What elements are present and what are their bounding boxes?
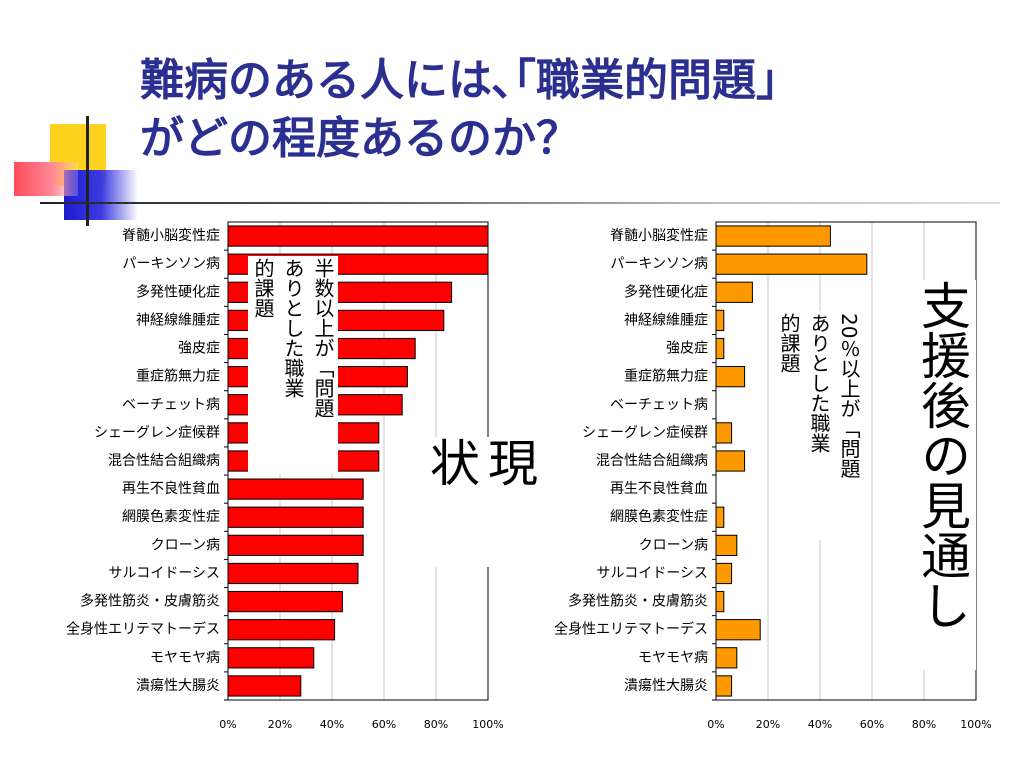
category-label: 網膜色素変性症 xyxy=(122,508,220,525)
category-label: 多発性筋炎・皮膚筋炎 xyxy=(568,593,708,610)
category-label: 強皮症 xyxy=(178,341,220,357)
category-label: 多発性硬化症 xyxy=(624,283,708,300)
bar xyxy=(227,478,364,500)
bar xyxy=(227,562,359,585)
category-label: 神経線維腫症 xyxy=(624,312,708,328)
bar xyxy=(715,675,733,697)
x-tick-label: 20% xyxy=(268,718,292,731)
bar xyxy=(715,366,746,388)
category-label: 全身性エリテマトーデス xyxy=(554,621,708,638)
x-tick-label: 100% xyxy=(472,718,503,731)
category-label: シェーグレン症候群 xyxy=(94,425,220,441)
bar xyxy=(227,675,302,697)
category-label: 全身性エリテマトーデス xyxy=(66,621,220,638)
bar xyxy=(227,506,364,528)
slide-title: 難病のある人には､｢職業的問題｣ がどの程度あるのか？ xyxy=(140,55,778,164)
category-label: ベーチェット病 xyxy=(122,397,220,413)
x-tick-label: 100% xyxy=(960,718,991,731)
decor-vertical-line xyxy=(86,116,89,226)
annotation-current-label: 現 状 xyxy=(420,437,540,567)
bar xyxy=(715,309,725,332)
category-label: クローン病 xyxy=(639,537,708,553)
bar xyxy=(227,590,343,613)
x-tick-label: 40% xyxy=(320,718,344,731)
bar xyxy=(227,619,336,641)
bar xyxy=(227,225,489,247)
plot-frame xyxy=(715,221,977,701)
x-tick-label: 0% xyxy=(707,718,724,731)
bar xyxy=(715,647,738,669)
decor-red-bar xyxy=(14,162,78,196)
category-label: 脊髄小脳変性症 xyxy=(610,227,708,244)
category-label: 再生不良性貧血 xyxy=(122,481,220,497)
category-label: 多発性硬化症 xyxy=(136,283,220,300)
bar xyxy=(715,450,746,472)
bar xyxy=(715,337,725,360)
bar xyxy=(715,422,733,444)
x-tick-label: 20% xyxy=(756,718,780,731)
category-label: パーキンソン病 xyxy=(610,256,708,272)
category-label: モヤモヤ病 xyxy=(638,650,708,666)
category-label: 神経線維腫症 xyxy=(136,312,220,328)
bar xyxy=(715,590,725,613)
category-label: 重症筋無力症 xyxy=(136,368,220,385)
category-label: 重症筋無力症 xyxy=(624,368,708,385)
bar xyxy=(715,562,733,585)
category-label: クローン病 xyxy=(151,537,220,553)
category-label: サルコイドーシス xyxy=(109,565,220,581)
x-tick-label: 80% xyxy=(424,718,448,731)
bar xyxy=(715,506,725,528)
category-label: 混合性結合組織病 xyxy=(108,453,220,469)
bar xyxy=(227,534,364,556)
category-label: サルコイドーシス xyxy=(597,565,708,581)
x-tick-label: 60% xyxy=(372,718,396,731)
bar xyxy=(715,619,761,641)
category-label: 多発性筋炎・皮膚筋炎 xyxy=(80,593,220,610)
x-tick-label: 0% xyxy=(219,718,236,731)
category-label: 混合性結合組織病 xyxy=(596,453,708,469)
category-label: 潰瘍性大腸炎 xyxy=(624,677,708,694)
bar xyxy=(715,253,868,275)
x-tick-label: 80% xyxy=(912,718,936,731)
annotation-right-note: 20％以上が「問題 ありとした職業 的課題 xyxy=(774,311,864,540)
category-label: モヤモヤ病 xyxy=(150,650,220,666)
category-label: 再生不良性貧血 xyxy=(610,481,708,497)
category-label: 潰瘍性大腸炎 xyxy=(136,677,220,694)
category-label: 脊髄小脳変性症 xyxy=(122,227,220,244)
category-label: ベーチェット病 xyxy=(610,397,708,413)
bar xyxy=(715,225,831,247)
category-label: 網膜色素変性症 xyxy=(610,508,708,525)
title-underline xyxy=(40,202,1000,204)
bar xyxy=(715,281,753,303)
bar xyxy=(227,647,315,669)
category-label: 強皮症 xyxy=(666,341,708,357)
x-tick-label: 40% xyxy=(808,718,832,731)
category-label: シェーグレン症候群 xyxy=(582,425,708,441)
x-tick-label: 60% xyxy=(860,718,884,731)
annotation-left-note: 半数以上が「問題 ありとした職業 的課題 xyxy=(248,256,338,474)
annotation-outlook-label: 支援後の見通し xyxy=(908,280,976,670)
category-label: パーキンソン病 xyxy=(122,256,220,272)
bar xyxy=(715,534,738,556)
